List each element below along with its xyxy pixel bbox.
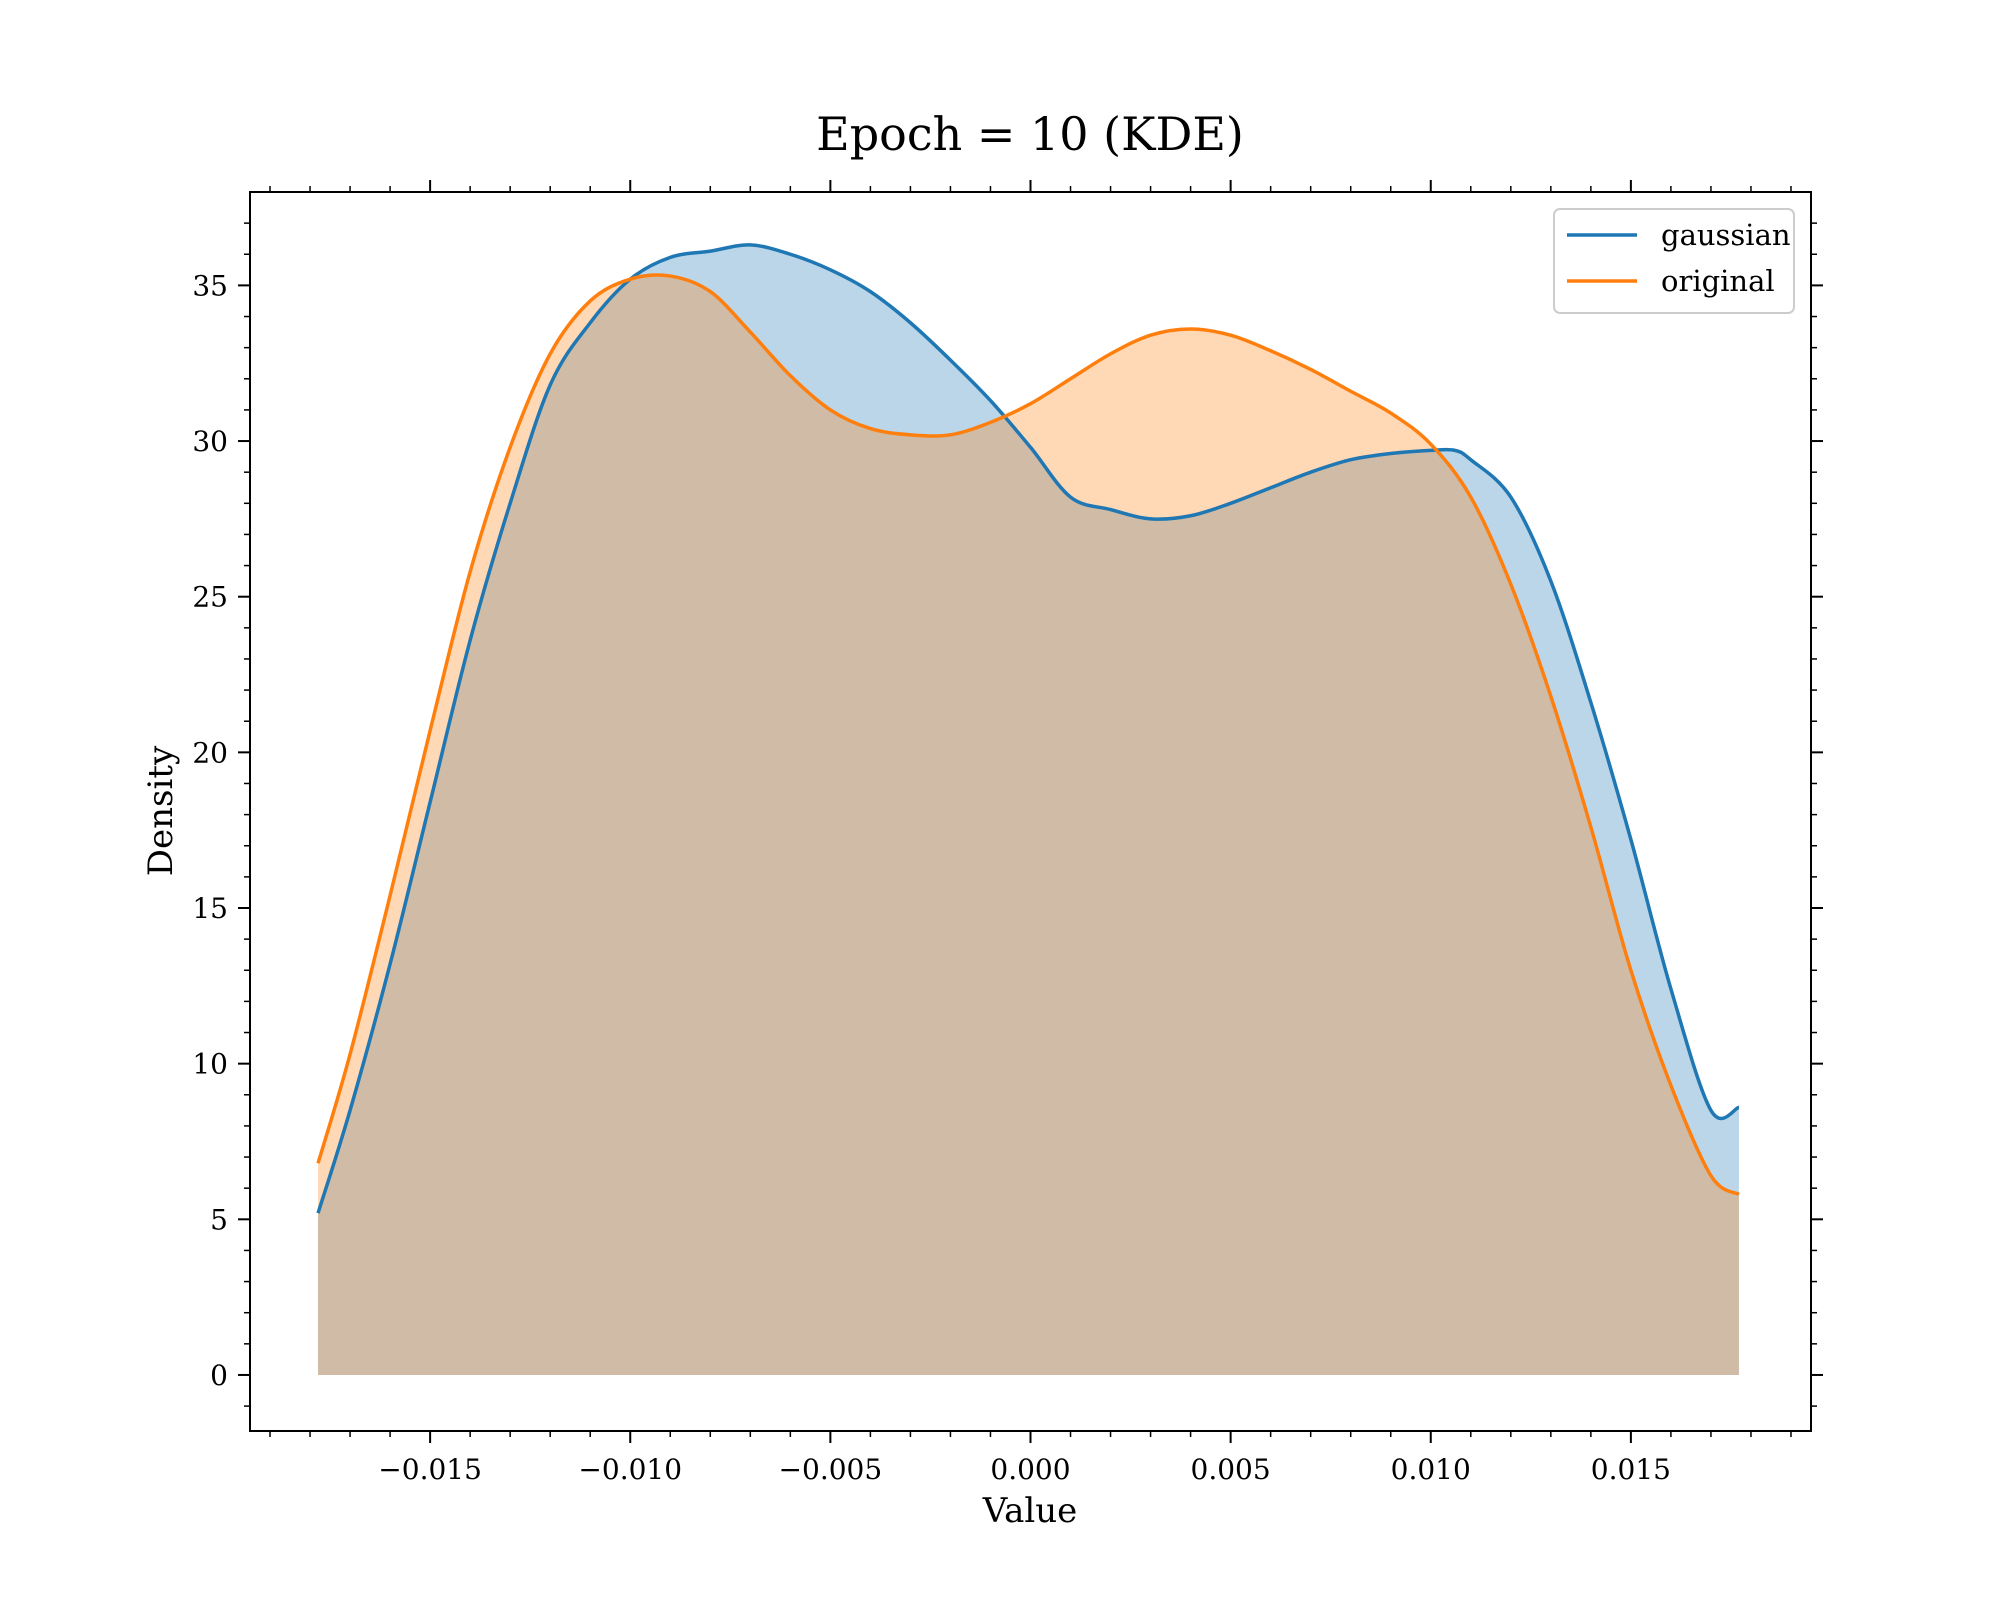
x-tick-label: −0.005 [779,1453,883,1486]
y-axis-label: Density [141,745,181,876]
legend: gaussian original [1553,208,1795,314]
y-tick-label: 15 [192,892,228,925]
x-tick-label: −0.015 [378,1453,482,1486]
y-tick-label: 0 [210,1359,228,1392]
x-axis-label: Value [982,1491,1078,1531]
area-fill-gaussian [318,244,1739,1375]
line-original [316,273,1740,1196]
x-tick-label: 0.000 [990,1453,1070,1486]
axis-ticks: −0.015 −0.010 −0.005 0.000 0.005 0.010 0.015 0 5… [192,180,1823,1486]
x-tick-label: −0.010 [578,1453,682,1486]
y-tick-label: 10 [192,1048,228,1081]
legend-label-gaussian: gaussian [1661,218,1791,252]
x-tick-label: 0.015 [1591,1453,1671,1486]
area-fill-original [318,275,1739,1375]
y-tick-label: 30 [192,425,228,458]
x-tick-label: 0.010 [1391,1453,1471,1486]
y-tick-label: 35 [192,269,228,302]
x-tick-label: 0.005 [1191,1453,1271,1486]
y-tick-label: 5 [210,1203,228,1236]
legend-label-original: original [1661,264,1775,298]
chart-title: Epoch = 10 (KDE) [816,107,1244,161]
y-tick-label: 20 [192,736,228,769]
line-gaussian [316,243,1740,1214]
plot-area [316,243,1740,1375]
y-tick-label: 25 [192,581,228,614]
